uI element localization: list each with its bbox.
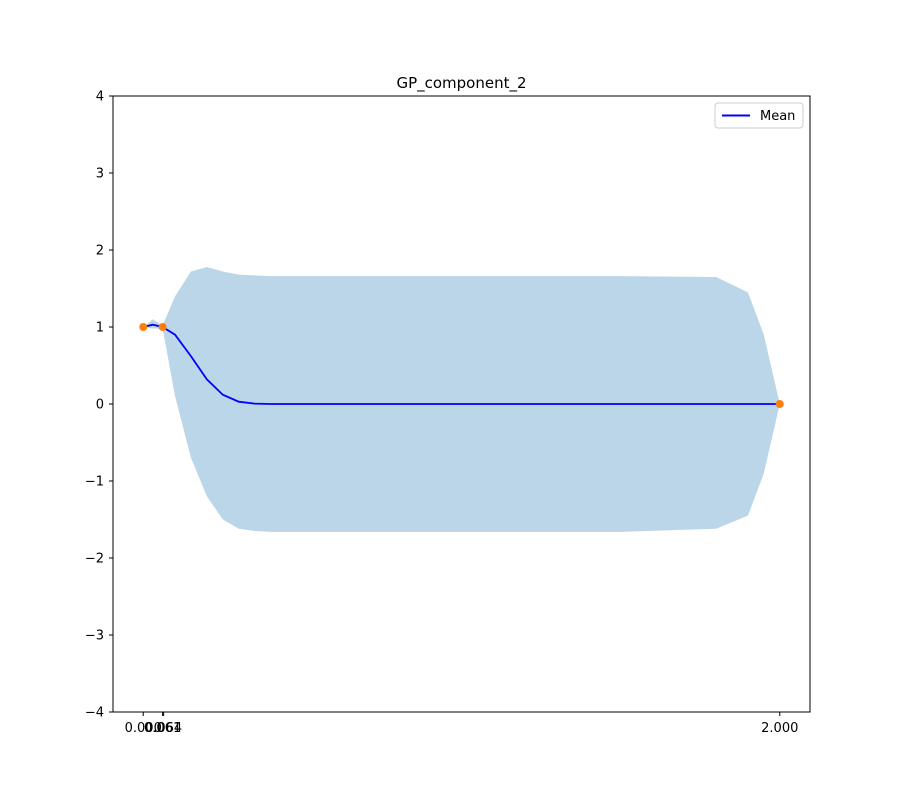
observation-point bbox=[158, 323, 167, 331]
legend-box bbox=[714, 102, 804, 129]
x-tick-label: 0.061 bbox=[144, 721, 181, 736]
confidence-band bbox=[143, 266, 780, 532]
legend: Mean bbox=[714, 102, 804, 129]
legend-label-mean: Mean bbox=[760, 109, 795, 124]
y-tick-label: 1 bbox=[96, 321, 104, 336]
x-tick-label: 2.000 bbox=[761, 721, 798, 736]
y-tick-label: −3 bbox=[85, 629, 104, 644]
observation-point bbox=[775, 400, 784, 408]
y-tick-label: −1 bbox=[85, 475, 104, 490]
chart-title: GP_component_2 bbox=[396, 74, 526, 93]
observation-point bbox=[139, 323, 148, 331]
series-line-mean bbox=[143, 323, 780, 405]
x-tick-label: 0.000 bbox=[125, 721, 162, 736]
mean-line-layer bbox=[143, 323, 780, 405]
y-tick-label: 4 bbox=[96, 90, 104, 105]
observation-points-layer bbox=[139, 323, 784, 408]
x-tick-label: 0.064 bbox=[145, 721, 182, 736]
y-tick-label: 3 bbox=[96, 167, 104, 182]
confidence-band-layer bbox=[143, 266, 780, 532]
y-tick-label: −2 bbox=[85, 552, 104, 567]
y-tick-label: 2 bbox=[96, 244, 104, 259]
y-axis: −4 −3 −2 −1 0 1 2 3 4 bbox=[85, 90, 113, 721]
y-tick-label: −4 bbox=[85, 706, 104, 721]
y-tick-label: 0 bbox=[96, 398, 104, 413]
